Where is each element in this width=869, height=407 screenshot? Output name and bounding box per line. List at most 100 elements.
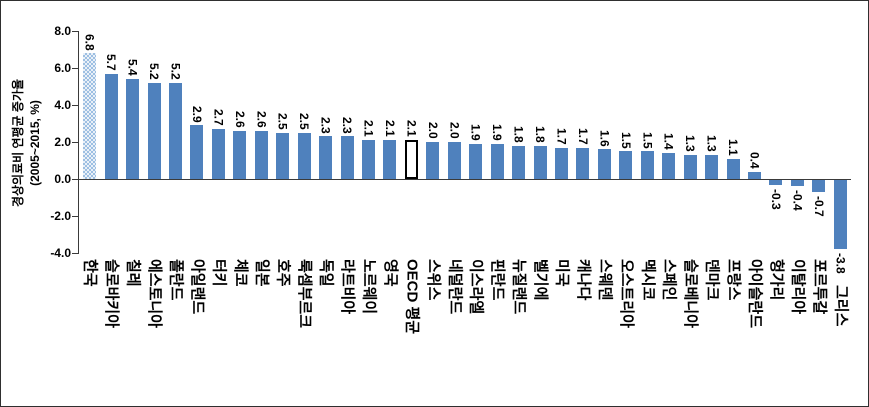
bar: [662, 153, 676, 179]
category-label: 이스라엘: [467, 259, 485, 315]
bar-value-label: 2.0: [447, 122, 462, 139]
y-tick-label: 6.0: [54, 61, 71, 75]
bar: [297, 132, 311, 179]
bar: [533, 145, 547, 179]
category-label: 폴란드: [167, 259, 185, 301]
bar-value-label: 1.5: [618, 131, 633, 149]
bar-value-label: -0.7: [811, 195, 826, 217]
bar: [769, 180, 783, 185]
bar-value-label: 2.5: [297, 113, 312, 130]
bar-value-label: 5.2: [147, 63, 162, 80]
y-tick-mark: [72, 105, 78, 106]
category-label: 체코: [231, 259, 249, 287]
bar-value-label: 1.3: [704, 135, 719, 152]
category-label: OECD 평균: [403, 259, 421, 335]
bar-value-label: 2.3: [318, 116, 333, 134]
y-tick-mark: [72, 179, 78, 180]
category-label: 룩셈부르크: [296, 259, 314, 329]
bar: [169, 82, 182, 179]
bar-value-label: 6.8: [82, 33, 97, 51]
bar: [104, 73, 118, 179]
y-tick-label: 8.0: [54, 24, 71, 38]
category-label: 뉴질랜드: [510, 259, 528, 315]
bar-oecd-average: [404, 140, 418, 179]
category-label: 미국: [553, 259, 571, 287]
category-label: 네덜란드: [446, 259, 464, 315]
category-label: 헝가리: [767, 259, 785, 301]
bar: [254, 130, 268, 179]
bar: [705, 154, 719, 179]
bar: [211, 129, 225, 179]
y-tick-label: -2.0: [50, 209, 71, 223]
bar-value-label: 5.7: [104, 53, 119, 71]
bar-value-label: 2.5: [275, 113, 290, 130]
bar-value-label: 1.1: [726, 138, 741, 156]
y-tick-mark: [72, 216, 78, 217]
bar-value-label: 5.4: [125, 59, 140, 77]
bar-value-label: 1.6: [597, 129, 612, 147]
bar: [683, 154, 697, 179]
bar: [748, 171, 761, 179]
bar-value-label: 2.1: [404, 120, 419, 138]
y-tick-label: -4.0: [50, 246, 71, 260]
category-label: 아이슬란드: [746, 259, 764, 329]
bar: [597, 149, 611, 179]
bar-value-label: 2.9: [189, 105, 204, 123]
category-label: 노르웨이: [360, 259, 378, 315]
category-label: 영국: [381, 259, 399, 287]
bar: [726, 158, 740, 179]
bar: [619, 151, 633, 179]
category-label: 이탈리아: [789, 259, 807, 315]
bar-value-label: 1.3: [683, 135, 698, 152]
category-label: 독일: [317, 259, 335, 287]
bar-value-label: 1.4: [661, 133, 676, 151]
category-label: 덴마크: [703, 259, 721, 301]
bar: [512, 145, 526, 179]
category-label: 스웨덴: [596, 259, 614, 301]
category-label: 터키: [210, 259, 228, 287]
y-tick-label: 2.0: [54, 135, 71, 149]
bar-value-label: 2.7: [211, 109, 226, 127]
bar-value-label: 1.7: [575, 127, 590, 145]
y-axis-title-line1: 경상의료비 연평균 증가율: [11, 78, 26, 208]
bar-value-label: 2.6: [254, 111, 269, 128]
bar: [640, 151, 654, 179]
bar: [490, 143, 504, 179]
category-label: 슬로바키아: [103, 259, 121, 329]
y-tick-mark: [72, 31, 78, 32]
bar-value-label: -0.3: [768, 188, 783, 210]
bar: [190, 125, 204, 179]
category-label: 라트비아: [339, 259, 357, 315]
y-tick-label: 0.0: [54, 172, 71, 186]
bar: [276, 132, 290, 179]
category-label: 칠레: [124, 259, 142, 287]
y-tick-mark: [72, 68, 78, 69]
bar-value-label: 5.2: [168, 63, 183, 80]
category-label: 호주: [274, 259, 292, 287]
bar-value-label: 2.1: [361, 120, 376, 138]
category-label: 프랑스: [725, 259, 743, 301]
bar: [147, 82, 161, 179]
bar-value-label: 1.8: [511, 126, 526, 143]
bar-value-label: 2.3: [340, 116, 355, 134]
y-tick-label: 4.0: [54, 98, 71, 112]
category-label: 캐나다: [574, 259, 592, 301]
bar: [340, 136, 354, 179]
category-label: 벨기에: [532, 259, 550, 301]
y-tick-mark: [72, 253, 78, 254]
bar-value-label: 2.0: [425, 122, 440, 139]
category-label: 일본: [253, 259, 271, 287]
y-tick-mark: [72, 142, 78, 143]
bar-value-label: 1.7: [554, 127, 569, 145]
category-label: 오스트리아: [617, 259, 635, 329]
bar-value-label: 1.8: [533, 126, 548, 143]
bar: [447, 142, 461, 179]
bar-value-label: -3.8: [833, 253, 848, 274]
bar: [576, 147, 590, 179]
bar: [469, 143, 483, 179]
bar: [790, 180, 804, 187]
bar-value-label: 2.1: [382, 120, 397, 138]
category-label: 한국: [81, 259, 99, 287]
